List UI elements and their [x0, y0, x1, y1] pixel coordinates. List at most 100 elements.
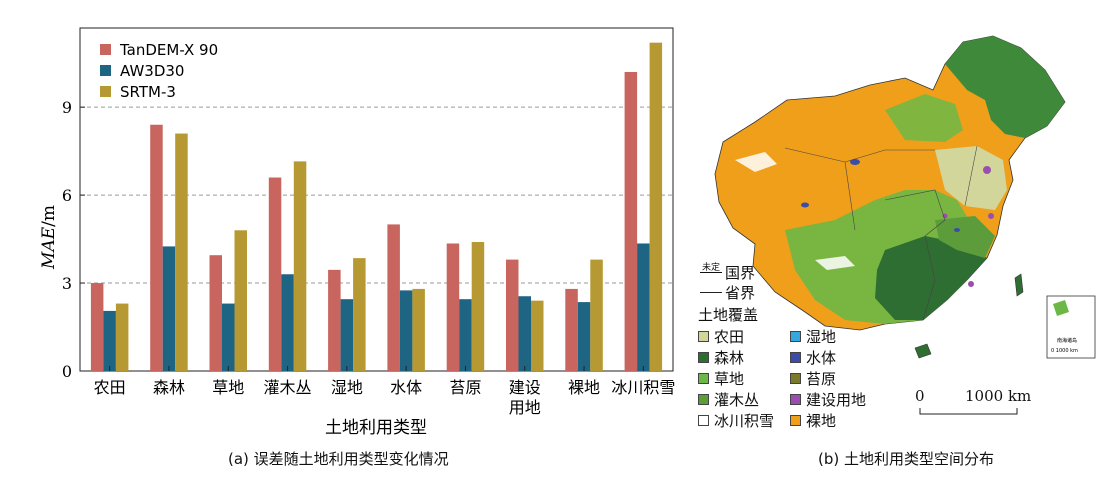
y-axis-label: MAE/m [39, 205, 59, 270]
land-cover-label: 湿地 [806, 328, 837, 346]
x-tick-label: 农田 [94, 378, 126, 397]
bar [175, 133, 188, 371]
bar [577, 302, 591, 371]
x-tick-label: 裸地 [568, 378, 600, 397]
land-cover-label: 裸地 [806, 412, 837, 430]
bar [90, 283, 104, 371]
x-axis-label: 土地利用类型 [325, 418, 427, 438]
bar [209, 255, 222, 371]
x-tick-label: 灌木丛 [264, 378, 312, 397]
bar [459, 299, 472, 371]
left-caption: (a) 误差随土地利用类型变化情况 [228, 450, 449, 468]
bar [234, 230, 247, 371]
land-cover-label: 森林 [714, 349, 745, 367]
bar [624, 71, 638, 371]
bar [531, 300, 544, 371]
land-cover-legend-item: 灌木丛 [698, 389, 759, 410]
land-cover-swatch [698, 415, 709, 426]
x-tick-label: 建设用地 [509, 378, 541, 417]
bar [590, 259, 603, 371]
land-cover-swatch [790, 415, 801, 426]
land-cover-label: 水体 [806, 349, 837, 367]
bar-chart: 0 3 6 9 农田 森林 草地 灌木丛 湿地 水体 苔原 建设用地 裸地 冰川积雪 MAE/m 土地利… [39, 27, 675, 438]
x-tick-label: 冰川积雪 [611, 378, 675, 397]
legend-label: TanDEM-X 90 [119, 41, 218, 59]
scale-end-label: 1000 km [965, 387, 1032, 405]
bar [162, 246, 176, 371]
land-cover-swatch [790, 352, 801, 363]
right-caption: (b) 土地利用类型空间分布 [818, 450, 994, 468]
land-cover-label: 灌木丛 [714, 391, 760, 409]
land-cover-legend-item: 农田 [698, 326, 744, 347]
bar [293, 161, 307, 371]
legend-swatch [100, 86, 111, 97]
land-cover-swatch [698, 394, 709, 405]
land-cover-legend-item: 建设用地 [790, 389, 866, 410]
x-tick-label: 森林 [153, 378, 185, 397]
bar [281, 274, 294, 371]
legend-label: AW3D30 [120, 62, 184, 80]
land-cover-label: 草地 [714, 370, 745, 388]
bar [399, 290, 413, 371]
scale-bar [919, 408, 1018, 415]
land-cover-swatch [790, 331, 801, 342]
y-tick-label: 6 [62, 186, 72, 205]
bar [353, 258, 366, 371]
bar [649, 42, 663, 372]
x-tick-label: 湿地 [331, 378, 363, 397]
national-boundary-label: 国界 [725, 264, 756, 282]
national-boundary-legend: 未定 国界 [700, 262, 755, 283]
national-boundary-line: 未定 [700, 263, 722, 273]
land-cover-swatch [790, 394, 801, 405]
land-cover-legend-item: 苔原 [790, 368, 836, 389]
provincial-boundary-label: 省界 [725, 284, 756, 302]
bar [518, 296, 531, 371]
bar [412, 288, 425, 371]
x-tick-label: 草地 [212, 378, 244, 397]
scale-start-label: 0 [915, 387, 925, 405]
bar [103, 310, 116, 371]
china-land-cover-map: 南海诸岛 0 1000 km [714, 35, 1096, 415]
bar [446, 243, 460, 371]
land-cover-label: 苔原 [806, 370, 837, 388]
land-cover-label: 农田 [714, 328, 745, 346]
legend-swatch [100, 65, 111, 76]
y-tick-label: 3 [62, 274, 72, 293]
x-tick-label: 苔原 [449, 378, 481, 397]
bar [115, 303, 129, 371]
bar [637, 243, 650, 371]
bar [340, 299, 354, 371]
land-cover-legend-item: 水体 [790, 347, 836, 368]
land-cover-legend-item: 冰川积雪 [698, 410, 774, 431]
plot-frame [79, 27, 674, 372]
legend-swatch [100, 44, 111, 55]
x-tick-label: 水体 [390, 378, 422, 397]
land-cover-swatch [698, 373, 709, 384]
bar [506, 259, 519, 371]
map-panel: 南海诸岛 0 1000 km 未定 国界 省界 土地覆盖 农田 湿地森林 水体草地 苔… [695, 30, 1105, 450]
undetermined-label: 未定 [702, 263, 721, 273]
provincial-boundary-line [700, 292, 722, 293]
y-tick-label: 9 [62, 98, 72, 117]
land-cover-label: 建设用地 [806, 391, 867, 409]
legend-label: SRTM-3 [120, 83, 176, 101]
land-cover-label: 冰川积雪 [714, 412, 775, 430]
land-cover-legend-item: 森林 [698, 347, 744, 368]
land-cover-legend-item: 裸地 [790, 410, 836, 431]
bar [328, 269, 341, 371]
inset-scale: 0 1000 km [1051, 348, 1078, 354]
land-cover-title: 土地覆盖 [698, 306, 759, 324]
bar [268, 177, 282, 371]
provincial-boundary-legend: 省界 [700, 282, 755, 303]
bar [471, 242, 485, 371]
bar [565, 288, 578, 371]
land-cover-swatch [790, 373, 801, 384]
bar [387, 224, 400, 371]
land-cover-swatch [698, 331, 709, 342]
bar [222, 303, 235, 371]
land-cover-legend-item: 草地 [698, 368, 744, 389]
land-cover-swatch [698, 352, 709, 363]
land-cover-legend-item: 湿地 [790, 326, 836, 347]
inset-label: 南海诸岛 [1057, 337, 1077, 344]
bar [150, 124, 163, 371]
